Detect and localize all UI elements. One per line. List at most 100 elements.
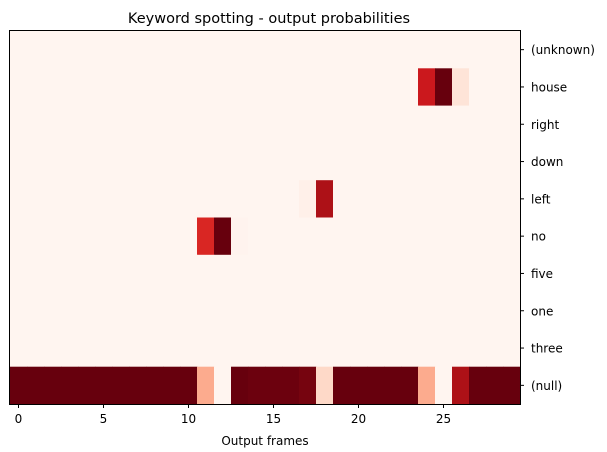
heatmap-cell — [418, 31, 436, 69]
heatmap-cell — [112, 366, 130, 405]
heatmap-cell — [146, 329, 164, 368]
heatmap-cell — [112, 217, 130, 256]
x-tick-label: 5 — [100, 412, 108, 426]
heatmap-cell — [350, 254, 368, 293]
heatmap-cell — [10, 142, 28, 181]
heatmap-cell — [316, 217, 334, 256]
heatmap-cell — [214, 105, 232, 144]
heatmap-cell — [333, 254, 351, 293]
heatmap-cell — [231, 254, 249, 293]
heatmap-cell — [112, 105, 130, 144]
heatmap-cell — [146, 142, 164, 181]
heatmap-cell — [435, 142, 453, 181]
heatmap-cell — [197, 366, 215, 405]
heatmap-cell — [163, 31, 181, 69]
heatmap-cell — [112, 180, 130, 218]
y-tick-label: right — [531, 118, 559, 132]
heatmap-cell — [384, 329, 402, 368]
heatmap-cell — [197, 180, 215, 218]
heatmap-cell — [299, 217, 317, 256]
heatmap-cell — [265, 254, 283, 293]
heatmap-cell — [367, 366, 385, 405]
heatmap-cell — [180, 329, 198, 368]
heatmap-cell — [299, 142, 317, 181]
heatmap-cell — [61, 31, 79, 69]
heatmap-cell — [486, 366, 504, 405]
heatmap-cell — [486, 292, 504, 330]
heatmap-cell — [231, 292, 249, 330]
heatmap-cell — [486, 68, 504, 106]
heatmap-cell — [163, 217, 181, 256]
heatmap-cell — [282, 329, 300, 368]
heatmap-cell — [435, 292, 453, 330]
heatmap-cell — [418, 68, 436, 106]
heatmap-cell — [112, 68, 130, 106]
heatmap-cell — [435, 254, 453, 293]
heatmap-cell — [452, 68, 470, 106]
heatmap-cell — [486, 142, 504, 181]
heatmap-cell — [452, 366, 470, 405]
heatmap-cell — [27, 329, 45, 368]
heatmap-cell — [197, 142, 215, 181]
heatmap-cell — [333, 142, 351, 181]
heatmap-cell — [163, 142, 181, 181]
y-tick-label: no — [531, 230, 546, 244]
heatmap-cell — [299, 31, 317, 69]
heatmap-cell — [367, 329, 385, 368]
heatmap-cell — [61, 105, 79, 144]
heatmap-cell — [503, 68, 521, 106]
heatmap-cell — [282, 180, 300, 218]
heatmap-cell — [418, 292, 436, 330]
heatmap-cell — [95, 180, 113, 218]
heatmap-cell — [163, 292, 181, 330]
heatmap-cell — [10, 68, 28, 106]
heatmap-cell — [61, 366, 79, 405]
y-axis-right: (unknown) house right down left no five one thre… — [520, 43, 595, 393]
heatmap-cell — [367, 217, 385, 256]
heatmap-cell — [231, 180, 249, 218]
heatmap-cell — [367, 180, 385, 218]
heatmap-cell — [367, 105, 385, 144]
heatmap-cell — [61, 292, 79, 330]
heatmap-cell — [112, 292, 130, 330]
heatmap-cell — [452, 180, 470, 218]
heatmap-cell — [231, 366, 249, 405]
heatmap-cell — [44, 31, 62, 69]
heatmap-cell — [129, 366, 147, 405]
heatmap-cell — [248, 217, 266, 256]
x-tick-label: 0 — [15, 412, 23, 426]
heatmap-cell — [44, 366, 62, 405]
heatmap-cell — [180, 217, 198, 256]
heatmap-cell — [231, 142, 249, 181]
heatmap-cell — [418, 142, 436, 181]
heatmap-cell — [384, 105, 402, 144]
heatmap-cell — [27, 68, 45, 106]
heatmap-cell — [214, 329, 232, 368]
heatmap-cell — [180, 254, 198, 293]
heatmap-cell — [180, 180, 198, 218]
heatmap-cell — [316, 292, 334, 330]
heatmap-cell — [95, 217, 113, 256]
heatmap-cell — [452, 329, 470, 368]
heatmap-cell — [95, 329, 113, 368]
heatmap-cell — [333, 329, 351, 368]
heatmap-cell — [10, 329, 28, 368]
heatmap-cell — [10, 105, 28, 144]
heatmap-cell — [44, 254, 62, 293]
heatmap-cell — [214, 142, 232, 181]
heatmap-cell — [231, 68, 249, 106]
heatmap-cell — [367, 292, 385, 330]
heatmap-cell — [95, 142, 113, 181]
heatmap-cell — [350, 68, 368, 106]
heatmap-cell — [384, 31, 402, 69]
heatmap-cell — [452, 217, 470, 256]
heatmap-cell — [146, 68, 164, 106]
y-tick-label: five — [531, 267, 553, 281]
heatmap-cell — [44, 217, 62, 256]
heatmap-cell — [486, 254, 504, 293]
heatmap-cell — [503, 329, 521, 368]
heatmap-cell — [197, 105, 215, 144]
heatmap-cell — [367, 142, 385, 181]
heatmap-cell — [486, 329, 504, 368]
heatmap-cell — [469, 329, 487, 368]
